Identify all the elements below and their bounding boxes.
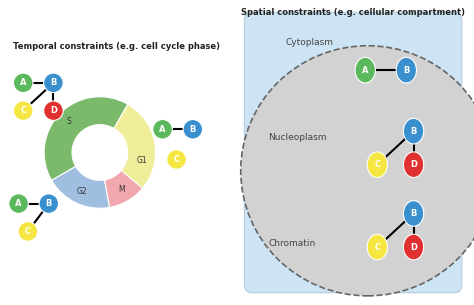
- Text: G1: G1: [137, 156, 148, 164]
- Wedge shape: [105, 104, 155, 207]
- Text: C: C: [374, 242, 380, 252]
- Text: D: D: [410, 242, 417, 252]
- Text: Nucleoplasm: Nucleoplasm: [268, 133, 327, 142]
- Text: Temporal constraints (e.g. cell cycle phase): Temporal constraints (e.g. cell cycle ph…: [13, 42, 219, 51]
- Circle shape: [403, 234, 424, 260]
- Text: C: C: [374, 160, 380, 169]
- Circle shape: [44, 73, 63, 93]
- Wedge shape: [52, 167, 109, 208]
- Text: C: C: [25, 227, 31, 236]
- Circle shape: [18, 222, 37, 241]
- Text: D: D: [410, 160, 417, 169]
- Circle shape: [13, 101, 33, 120]
- Circle shape: [13, 73, 33, 93]
- Wedge shape: [105, 170, 143, 207]
- Text: A: A: [15, 199, 22, 208]
- Ellipse shape: [241, 46, 474, 296]
- Text: B: B: [190, 125, 196, 134]
- Text: S: S: [67, 117, 72, 127]
- Wedge shape: [44, 97, 128, 180]
- Text: Spatial constraints (e.g. cellular compartment): Spatial constraints (e.g. cellular compa…: [241, 8, 465, 17]
- Circle shape: [367, 152, 387, 178]
- FancyBboxPatch shape: [245, 12, 462, 293]
- Circle shape: [403, 201, 424, 226]
- Circle shape: [44, 101, 63, 120]
- Text: B: B: [403, 66, 410, 75]
- Circle shape: [39, 194, 58, 213]
- Circle shape: [396, 57, 417, 83]
- Circle shape: [153, 120, 173, 139]
- Text: Chromatin: Chromatin: [268, 239, 316, 249]
- Text: A: A: [20, 78, 27, 87]
- Circle shape: [167, 150, 186, 169]
- Text: Cytoplasm: Cytoplasm: [285, 38, 333, 47]
- Circle shape: [403, 118, 424, 144]
- Text: B: B: [410, 127, 417, 136]
- Text: D: D: [50, 106, 57, 115]
- Text: A: A: [362, 66, 368, 75]
- Text: C: C: [173, 155, 180, 164]
- Circle shape: [183, 120, 202, 139]
- Circle shape: [367, 234, 387, 260]
- Text: B: B: [46, 199, 52, 208]
- Circle shape: [403, 152, 424, 178]
- Text: C: C: [20, 106, 26, 115]
- Circle shape: [9, 194, 28, 213]
- Text: B: B: [410, 209, 417, 218]
- Text: A: A: [159, 125, 166, 134]
- Text: G2: G2: [76, 187, 87, 196]
- Text: B: B: [50, 78, 56, 87]
- Text: M: M: [118, 185, 125, 194]
- Circle shape: [355, 57, 375, 83]
